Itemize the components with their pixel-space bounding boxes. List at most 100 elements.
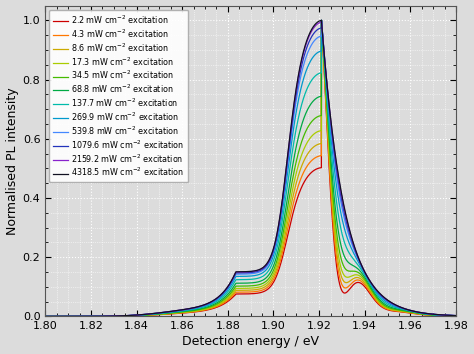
1079.6 mW cm$^{-2}$ excitation [43,314,48,319]
1079.6 mW cm$^{-2}$ excitation [350,241,356,246]
2159.2 mW cm$^{-2}$ excitation [200,303,206,308]
4318.5 mW cm$^{-2}$ excitation [381,295,387,299]
Line: 4.3 mW cm$^{-2}$ excitation: 4.3 mW cm$^{-2}$ excitation [46,21,457,316]
34.5 mW cm$^{-2}$ excitation [200,307,206,311]
4.3 mW cm$^{-2}$ excitation [310,157,316,161]
Line: 539.8 mW cm$^{-2}$ excitation: 539.8 mW cm$^{-2}$ excitation [46,21,457,316]
269.9 mW cm$^{-2}$ excitation [310,55,316,59]
Legend: 2.2 mW cm$^{-2}$ excitation, 4.3 mW cm$^{-2}$ excitation, 8.6 mW cm$^{-2}$ excit: 2.2 mW cm$^{-2}$ excitation, 4.3 mW cm$^… [49,10,188,182]
269.9 mW cm$^{-2}$ excitation [43,314,48,319]
17.3 mW cm$^{-2}$ excitation [350,273,356,278]
2.2 mW cm$^{-2}$ excitation [117,314,123,318]
269.9 mW cm$^{-2}$ excitation [200,304,206,309]
269.9 mW cm$^{-2}$ excitation [117,314,123,318]
17.3 mW cm$^{-2}$ excitation [454,314,460,318]
X-axis label: Detection energy / eV: Detection energy / eV [182,336,319,348]
2.2 mW cm$^{-2}$ excitation [43,314,48,319]
4318.5 mW cm$^{-2}$ excitation [290,114,295,119]
4.3 mW cm$^{-2}$ excitation [117,314,123,318]
4.3 mW cm$^{-2}$ excitation [454,314,460,318]
539.8 mW cm$^{-2}$ excitation [43,314,48,319]
8.6 mW cm$^{-2}$ excitation [290,198,295,202]
34.5 mW cm$^{-2}$ excitation [310,118,316,122]
2.2 mW cm$^{-2}$ excitation [454,314,460,318]
34.5 mW cm$^{-2}$ excitation [43,314,48,319]
Line: 2.2 mW cm$^{-2}$ excitation: 2.2 mW cm$^{-2}$ excitation [46,21,457,316]
Line: 2159.2 mW cm$^{-2}$ excitation: 2159.2 mW cm$^{-2}$ excitation [46,21,457,316]
1079.6 mW cm$^{-2}$ excitation [117,314,123,318]
4.3 mW cm$^{-2}$ excitation [381,306,387,310]
2159.2 mW cm$^{-2}$ excitation [310,27,316,31]
137.7 mW cm$^{-2}$ excitation [381,300,387,304]
2.2 mW cm$^{-2}$ excitation [381,306,387,310]
137.7 mW cm$^{-2}$ excitation [43,314,48,319]
17.3 mW cm$^{-2}$ excitation [200,307,206,312]
539.8 mW cm$^{-2}$ excitation [381,297,387,301]
34.5 mW cm$^{-2}$ excitation [117,314,123,318]
68.8 mW cm$^{-2}$ excitation [381,302,387,306]
1079.6 mW cm$^{-2}$ excitation [290,119,295,124]
8.6 mW cm$^{-2}$ excitation [381,305,387,309]
34.5 mW cm$^{-2}$ excitation [350,269,356,273]
68.8 mW cm$^{-2}$ excitation [200,306,206,310]
68.8 mW cm$^{-2}$ excitation [117,314,123,318]
34.5 mW cm$^{-2}$ excitation [290,178,295,183]
269.9 mW cm$^{-2}$ excitation [319,18,324,23]
1079.6 mW cm$^{-2}$ excitation [381,296,387,300]
137.7 mW cm$^{-2}$ excitation [319,18,324,23]
2159.2 mW cm$^{-2}$ excitation [319,18,324,23]
2159.2 mW cm$^{-2}$ excitation [290,115,295,120]
2159.2 mW cm$^{-2}$ excitation [454,314,460,318]
8.6 mW cm$^{-2}$ excitation [310,145,316,149]
8.6 mW cm$^{-2}$ excitation [319,18,324,23]
2159.2 mW cm$^{-2}$ excitation [350,240,356,244]
2.2 mW cm$^{-2}$ excitation [200,309,206,313]
137.7 mW cm$^{-2}$ excitation [117,314,123,318]
Y-axis label: Normalised PL intensity: Normalised PL intensity [6,87,18,235]
17.3 mW cm$^{-2}$ excitation [381,304,387,308]
4318.5 mW cm$^{-2}$ excitation [454,314,460,318]
Line: 17.3 mW cm$^{-2}$ excitation: 17.3 mW cm$^{-2}$ excitation [46,21,457,316]
539.8 mW cm$^{-2}$ excitation [319,18,324,23]
8.6 mW cm$^{-2}$ excitation [454,314,460,318]
Line: 8.6 mW cm$^{-2}$ excitation: 8.6 mW cm$^{-2}$ excitation [46,21,457,316]
4318.5 mW cm$^{-2}$ excitation [117,314,123,318]
17.3 mW cm$^{-2}$ excitation [290,189,295,193]
4.3 mW cm$^{-2}$ excitation [350,280,356,285]
Line: 34.5 mW cm$^{-2}$ excitation: 34.5 mW cm$^{-2}$ excitation [46,21,457,316]
4318.5 mW cm$^{-2}$ excitation [350,239,356,243]
1079.6 mW cm$^{-2}$ excitation [200,303,206,308]
17.3 mW cm$^{-2}$ excitation [117,314,123,318]
137.7 mW cm$^{-2}$ excitation [350,256,356,260]
4318.5 mW cm$^{-2}$ excitation [43,314,48,319]
137.7 mW cm$^{-2}$ excitation [200,305,206,309]
8.6 mW cm$^{-2}$ excitation [350,277,356,281]
34.5 mW cm$^{-2}$ excitation [454,314,460,318]
539.8 mW cm$^{-2}$ excitation [310,40,316,44]
137.7 mW cm$^{-2}$ excitation [290,150,295,154]
8.6 mW cm$^{-2}$ excitation [117,314,123,318]
4.3 mW cm$^{-2}$ excitation [290,206,295,210]
2159.2 mW cm$^{-2}$ excitation [381,295,387,299]
539.8 mW cm$^{-2}$ excitation [117,314,123,318]
2.2 mW cm$^{-2}$ excitation [319,18,324,23]
4.3 mW cm$^{-2}$ excitation [319,18,324,23]
4.3 mW cm$^{-2}$ excitation [200,308,206,313]
269.9 mW cm$^{-2}$ excitation [454,314,460,318]
2.2 mW cm$^{-2}$ excitation [290,214,295,218]
2159.2 mW cm$^{-2}$ excitation [117,314,123,318]
68.8 mW cm$^{-2}$ excitation [454,314,460,318]
1079.6 mW cm$^{-2}$ excitation [454,314,460,318]
8.6 mW cm$^{-2}$ excitation [43,314,48,319]
Line: 137.7 mW cm$^{-2}$ excitation: 137.7 mW cm$^{-2}$ excitation [46,21,457,316]
Line: 68.8 mW cm$^{-2}$ excitation: 68.8 mW cm$^{-2}$ excitation [46,21,457,316]
269.9 mW cm$^{-2}$ excitation [381,298,387,302]
34.5 mW cm$^{-2}$ excitation [381,303,387,307]
539.8 mW cm$^{-2}$ excitation [454,314,460,318]
34.5 mW cm$^{-2}$ excitation [319,18,324,23]
539.8 mW cm$^{-2}$ excitation [350,244,356,249]
17.3 mW cm$^{-2}$ excitation [310,133,316,137]
269.9 mW cm$^{-2}$ excitation [290,135,295,139]
4318.5 mW cm$^{-2}$ excitation [310,25,316,29]
2159.2 mW cm$^{-2}$ excitation [43,314,48,319]
